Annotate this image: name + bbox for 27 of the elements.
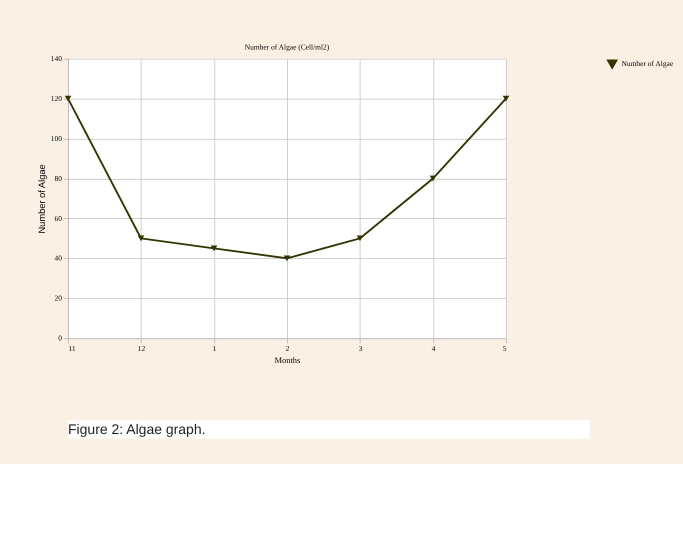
y-tick-label: 100 [50, 134, 62, 143]
x-tick-label: 2 [286, 344, 290, 353]
point [210, 246, 218, 252]
point [138, 236, 144, 242]
y-tick-label: 80 [54, 174, 62, 183]
y-tick-label: 140 [50, 54, 62, 64]
point [64, 96, 72, 102]
point [356, 236, 364, 242]
x-tick-label: 12 [138, 344, 146, 353]
x-tick-label: 3 [358, 344, 363, 353]
point [430, 176, 436, 182]
x-axis-title: Months [274, 356, 300, 365]
y-tick-label: 60 [54, 214, 62, 223]
point [502, 96, 510, 102]
point [284, 256, 290, 262]
x-tick-label: 11 [68, 344, 76, 353]
caption: Figure 2: Algae graph. [68, 421, 206, 438]
x-tick-label: 4 [432, 344, 436, 353]
y-tick-label: 0 [58, 334, 62, 343]
x-tick-label: 5 [502, 344, 507, 353]
y-tick-label: 40 [54, 254, 62, 263]
legend-label: Number of Algae [622, 59, 674, 68]
y-tick-label: 120 [50, 94, 62, 103]
x-tick-label: 1 [212, 344, 217, 353]
y-tick-label: 20 [54, 294, 62, 303]
y-axis-title: Number of Algae [37, 164, 48, 234]
chart-title: Number of Algae (Cell/ml2) [244, 42, 330, 52]
